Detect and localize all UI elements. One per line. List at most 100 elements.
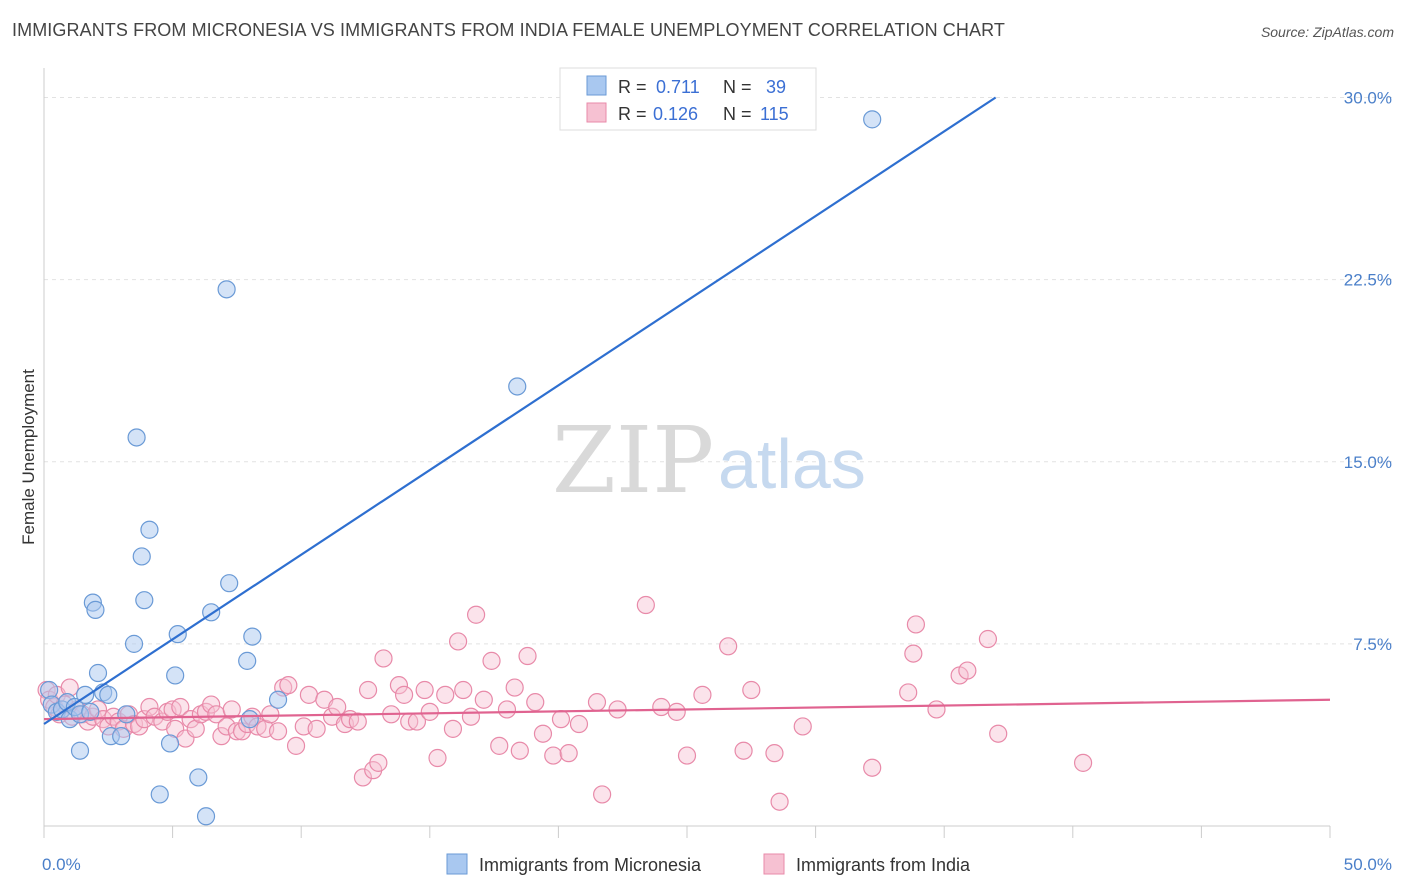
india-point bbox=[906, 615, 926, 634]
micronesia-point bbox=[86, 600, 105, 619]
x-tick-label-min: 0.0% bbox=[42, 855, 81, 874]
india-point bbox=[348, 712, 367, 731]
series-legend-swatch-micronesia bbox=[446, 853, 468, 875]
legend-r-value-1: 0.711 bbox=[656, 77, 700, 97]
india-point bbox=[369, 753, 388, 772]
series-legend-label-micronesia: Immigrants from Micronesia bbox=[479, 855, 702, 875]
india-point bbox=[719, 637, 738, 656]
micronesia-point bbox=[238, 651, 257, 670]
india-point bbox=[328, 697, 347, 717]
micronesia-point bbox=[863, 110, 882, 129]
india-point bbox=[466, 605, 486, 624]
india-point bbox=[793, 717, 812, 736]
india-point bbox=[358, 680, 378, 700]
micronesia-point bbox=[124, 634, 144, 653]
y-tick-labels: 7.5% 15.0% 22.5% 30.0% bbox=[1344, 89, 1392, 654]
source-label: Source: ZipAtlas.com bbox=[1260, 24, 1394, 40]
india-point bbox=[667, 702, 686, 721]
legend-n-label-1: N = bbox=[723, 77, 752, 97]
legend-n-value-1: 39 bbox=[766, 77, 786, 97]
india-point bbox=[286, 736, 306, 755]
india-point bbox=[742, 680, 761, 700]
india-point bbox=[569, 714, 589, 734]
micronesia-points bbox=[40, 110, 882, 826]
india-point bbox=[389, 676, 409, 695]
india-point bbox=[436, 685, 455, 704]
india-point bbox=[510, 741, 529, 760]
india-point bbox=[899, 683, 918, 702]
series-legend: Immigrants from Micronesia Immigrants fr… bbox=[446, 853, 971, 875]
micronesia-point bbox=[135, 591, 154, 610]
y-tick-label: 15.0% bbox=[1344, 453, 1392, 472]
micronesia-point bbox=[240, 710, 259, 729]
micronesia-point bbox=[160, 734, 180, 753]
micronesia-point bbox=[99, 685, 118, 704]
india-point bbox=[171, 697, 190, 717]
micronesia-point bbox=[140, 520, 159, 539]
micronesia-point bbox=[132, 547, 151, 566]
gridlines bbox=[44, 97, 1392, 645]
india-point bbox=[490, 736, 509, 755]
india-point bbox=[904, 644, 923, 663]
micronesia-point bbox=[166, 666, 185, 685]
india-point bbox=[958, 661, 977, 680]
india-point bbox=[505, 678, 524, 697]
india-point bbox=[374, 649, 393, 668]
micronesia-point bbox=[217, 280, 236, 299]
legend-n-value-2: 115 bbox=[760, 104, 789, 124]
india-point bbox=[636, 595, 655, 615]
india-point bbox=[863, 758, 882, 777]
india-point bbox=[394, 685, 414, 704]
micronesia-point bbox=[112, 727, 131, 746]
legend-n-label-2: N = bbox=[723, 104, 752, 124]
axes bbox=[43, 68, 1331, 838]
india-trend-line bbox=[43, 698, 1331, 721]
india-point bbox=[181, 710, 200, 729]
legend-swatch-micronesia bbox=[586, 75, 607, 96]
india-point bbox=[474, 690, 493, 709]
india-point bbox=[497, 700, 517, 719]
micronesia-point bbox=[127, 428, 146, 447]
x-tick-label-max: 50.0% bbox=[1344, 855, 1392, 874]
india-point bbox=[268, 722, 288, 741]
india-point bbox=[677, 746, 697, 765]
india-point bbox=[448, 632, 468, 651]
micronesia-point bbox=[220, 574, 239, 593]
india-point bbox=[526, 693, 545, 712]
india-point bbox=[140, 697, 159, 717]
india-point bbox=[227, 722, 246, 741]
india-point bbox=[353, 768, 373, 787]
india-point bbox=[693, 685, 712, 704]
micronesia-point bbox=[243, 627, 262, 646]
india-point bbox=[587, 693, 607, 712]
india-point bbox=[927, 700, 946, 719]
micronesia-point bbox=[88, 663, 108, 683]
correlation-legend: R = 0.711 N = 39 R = 0.126 N = 115 bbox=[559, 67, 817, 131]
india-point bbox=[1073, 753, 1093, 772]
legend-r-value-2: 0.126 bbox=[653, 104, 698, 124]
india-point bbox=[261, 705, 280, 724]
india-point bbox=[559, 744, 578, 763]
india-point bbox=[415, 680, 434, 700]
watermark-atlas: atlas bbox=[718, 425, 866, 503]
india-point bbox=[299, 685, 319, 704]
trend-lines bbox=[43, 96, 1331, 725]
legend-r-label-1: R = bbox=[618, 77, 647, 97]
y-tick-label: 30.0% bbox=[1344, 89, 1392, 108]
india-point bbox=[428, 748, 447, 768]
y-tick-label: 22.5% bbox=[1344, 271, 1392, 290]
micronesia-point bbox=[508, 377, 527, 396]
y-tick-label: 7.5% bbox=[1353, 635, 1392, 654]
india-point bbox=[652, 697, 671, 717]
legend-swatch-india bbox=[586, 102, 607, 123]
watermark-zip: ZIP bbox=[552, 407, 714, 514]
series-legend-swatch-india bbox=[763, 853, 785, 875]
india-point bbox=[202, 695, 221, 714]
micronesia-point bbox=[81, 702, 100, 721]
series-legend-label-india: Immigrants from India bbox=[796, 855, 971, 875]
micronesia-trend-line bbox=[43, 96, 997, 725]
chart-title: IMMIGRANTS FROM MICRONESIA VS IMMIGRANTS… bbox=[12, 20, 1005, 40]
y-axis-title: Female Unemployment bbox=[19, 369, 38, 545]
india-point bbox=[307, 719, 326, 738]
